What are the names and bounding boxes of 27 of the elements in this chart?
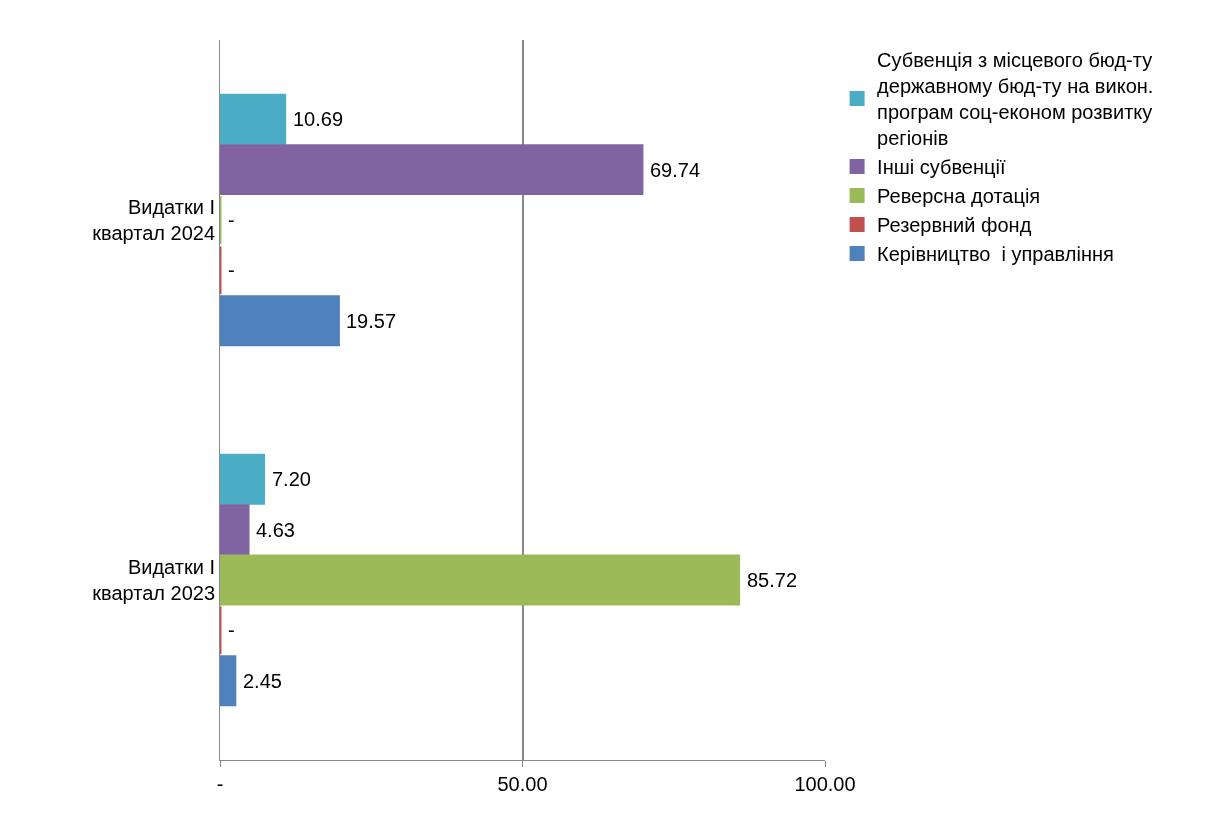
data-label: 85.72	[747, 569, 798, 591]
bar	[220, 655, 237, 707]
data-label: 69.74	[650, 159, 701, 181]
bar	[220, 453, 266, 505]
bar	[220, 295, 340, 347]
legend-label: Інші субвенції	[877, 156, 1006, 179]
data-label: -	[228, 259, 235, 281]
x-tick-label: 100.00	[794, 773, 856, 795]
y-tick-label: Видатки I квартал 2023	[92, 556, 215, 604]
data-label: 4.63	[256, 519, 295, 541]
data-label: 10.69	[293, 108, 344, 130]
x-tick-label: -	[216, 773, 224, 795]
data-label: 2.45	[243, 670, 282, 692]
bar	[220, 144, 644, 196]
bar	[220, 554, 741, 606]
legend-label: Резервний фонд	[877, 214, 1032, 237]
legend-label: Субвенція з місцевого бюд-ту державному бюд-ту на викон. програм соц-економ розвитку регіонів	[877, 49, 1154, 150]
data-label: -	[228, 619, 235, 641]
x-tick-label: 50.00	[497, 773, 548, 795]
data-label: -	[228, 209, 235, 231]
data-label: 7.20	[272, 468, 311, 490]
bar	[220, 93, 287, 145]
y-tick-label: Видатки I квартал 2024	[92, 196, 215, 244]
bar	[220, 504, 250, 556]
legend-label: Реверсна дотація	[877, 185, 1041, 208]
legend-label: Керівництво і управління	[877, 243, 1114, 266]
data-label: 19.57	[346, 310, 397, 332]
